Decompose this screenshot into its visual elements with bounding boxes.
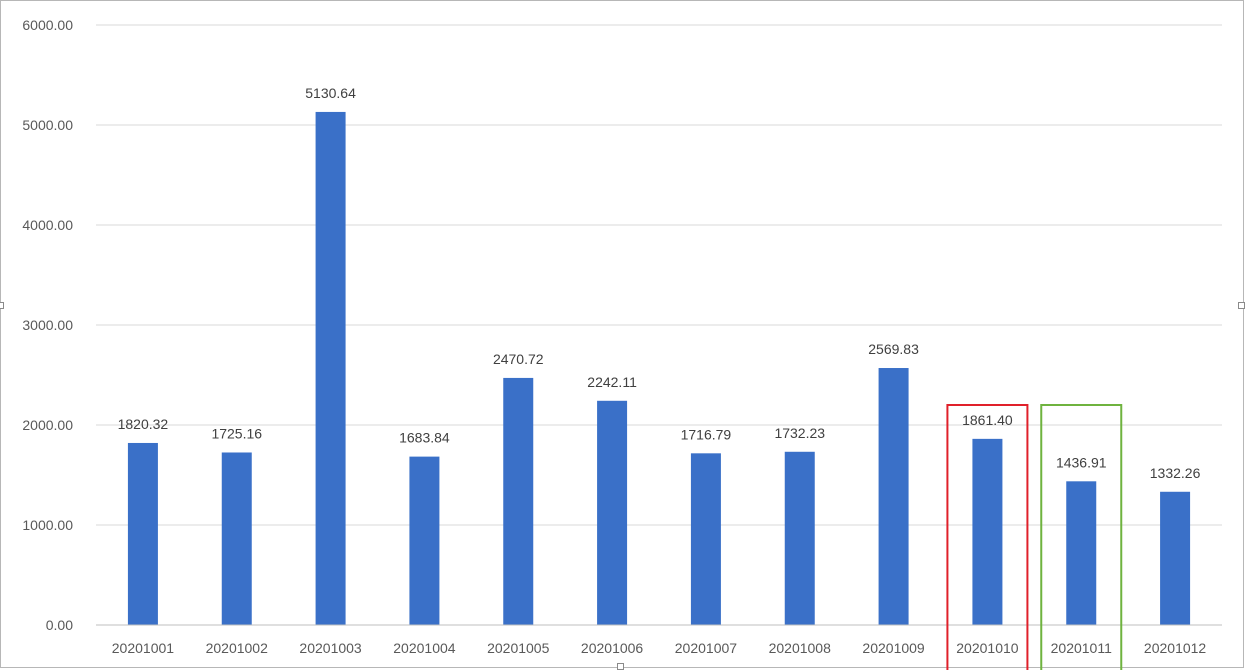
x-tick-label: 20201007 bbox=[675, 640, 738, 656]
x-tick-label: 20201005 bbox=[487, 640, 550, 656]
bar bbox=[1160, 491, 1191, 625]
data-label: 1436.91 bbox=[1056, 454, 1107, 470]
y-tick-label: 2000.00 bbox=[22, 417, 73, 433]
y-tick-label: 0.00 bbox=[46, 617, 73, 633]
bar bbox=[597, 400, 628, 625]
y-tick-label: 5000.00 bbox=[22, 117, 73, 133]
resize-handle-right[interactable] bbox=[1238, 302, 1245, 309]
x-tick-label: 20201010 bbox=[956, 640, 1019, 656]
highlight-box bbox=[946, 404, 1029, 670]
bar bbox=[972, 438, 1003, 625]
bar bbox=[690, 453, 721, 625]
bar bbox=[315, 111, 346, 626]
y-tick-label: 3000.00 bbox=[22, 317, 73, 333]
x-tick-label: 20201001 bbox=[112, 640, 175, 656]
y-tick-label: 6000.00 bbox=[22, 17, 73, 33]
bar bbox=[503, 377, 534, 625]
data-label: 2242.11 bbox=[587, 374, 637, 390]
data-label: 1861.40 bbox=[962, 412, 1013, 428]
bar bbox=[784, 451, 815, 625]
x-tick-label: 20201006 bbox=[581, 640, 644, 656]
bar bbox=[221, 452, 252, 625]
highlight-box bbox=[1040, 404, 1123, 670]
bar bbox=[127, 442, 158, 625]
x-tick-label: 20201002 bbox=[206, 640, 269, 656]
data-label: 1725.16 bbox=[211, 425, 262, 441]
data-label: 1716.79 bbox=[681, 426, 732, 442]
data-label: 2470.72 bbox=[493, 351, 544, 367]
x-tick-label: 20201009 bbox=[862, 640, 925, 656]
bar bbox=[1066, 481, 1097, 625]
x-tick-label: 20201011 bbox=[1051, 640, 1112, 656]
bar bbox=[878, 368, 909, 625]
x-tick-label: 20201008 bbox=[769, 640, 832, 656]
resize-handle-left[interactable] bbox=[0, 302, 4, 309]
data-label: 5130.64 bbox=[305, 85, 356, 101]
data-label: 1332.26 bbox=[1150, 465, 1201, 481]
data-label: 1820.32 bbox=[118, 416, 169, 432]
x-tick-label: 20201004 bbox=[393, 640, 456, 656]
x-tick-label: 20201012 bbox=[1144, 640, 1207, 656]
y-tick-label: 4000.00 bbox=[22, 217, 73, 233]
x-tick-label: 20201003 bbox=[299, 640, 362, 656]
bar bbox=[409, 456, 440, 625]
data-label: 1732.23 bbox=[774, 425, 825, 441]
data-label: 1683.84 bbox=[399, 430, 450, 446]
resize-handle-bottom[interactable] bbox=[617, 663, 624, 670]
data-label: 2569.83 bbox=[868, 341, 919, 357]
y-tick-label: 1000.00 bbox=[22, 517, 73, 533]
